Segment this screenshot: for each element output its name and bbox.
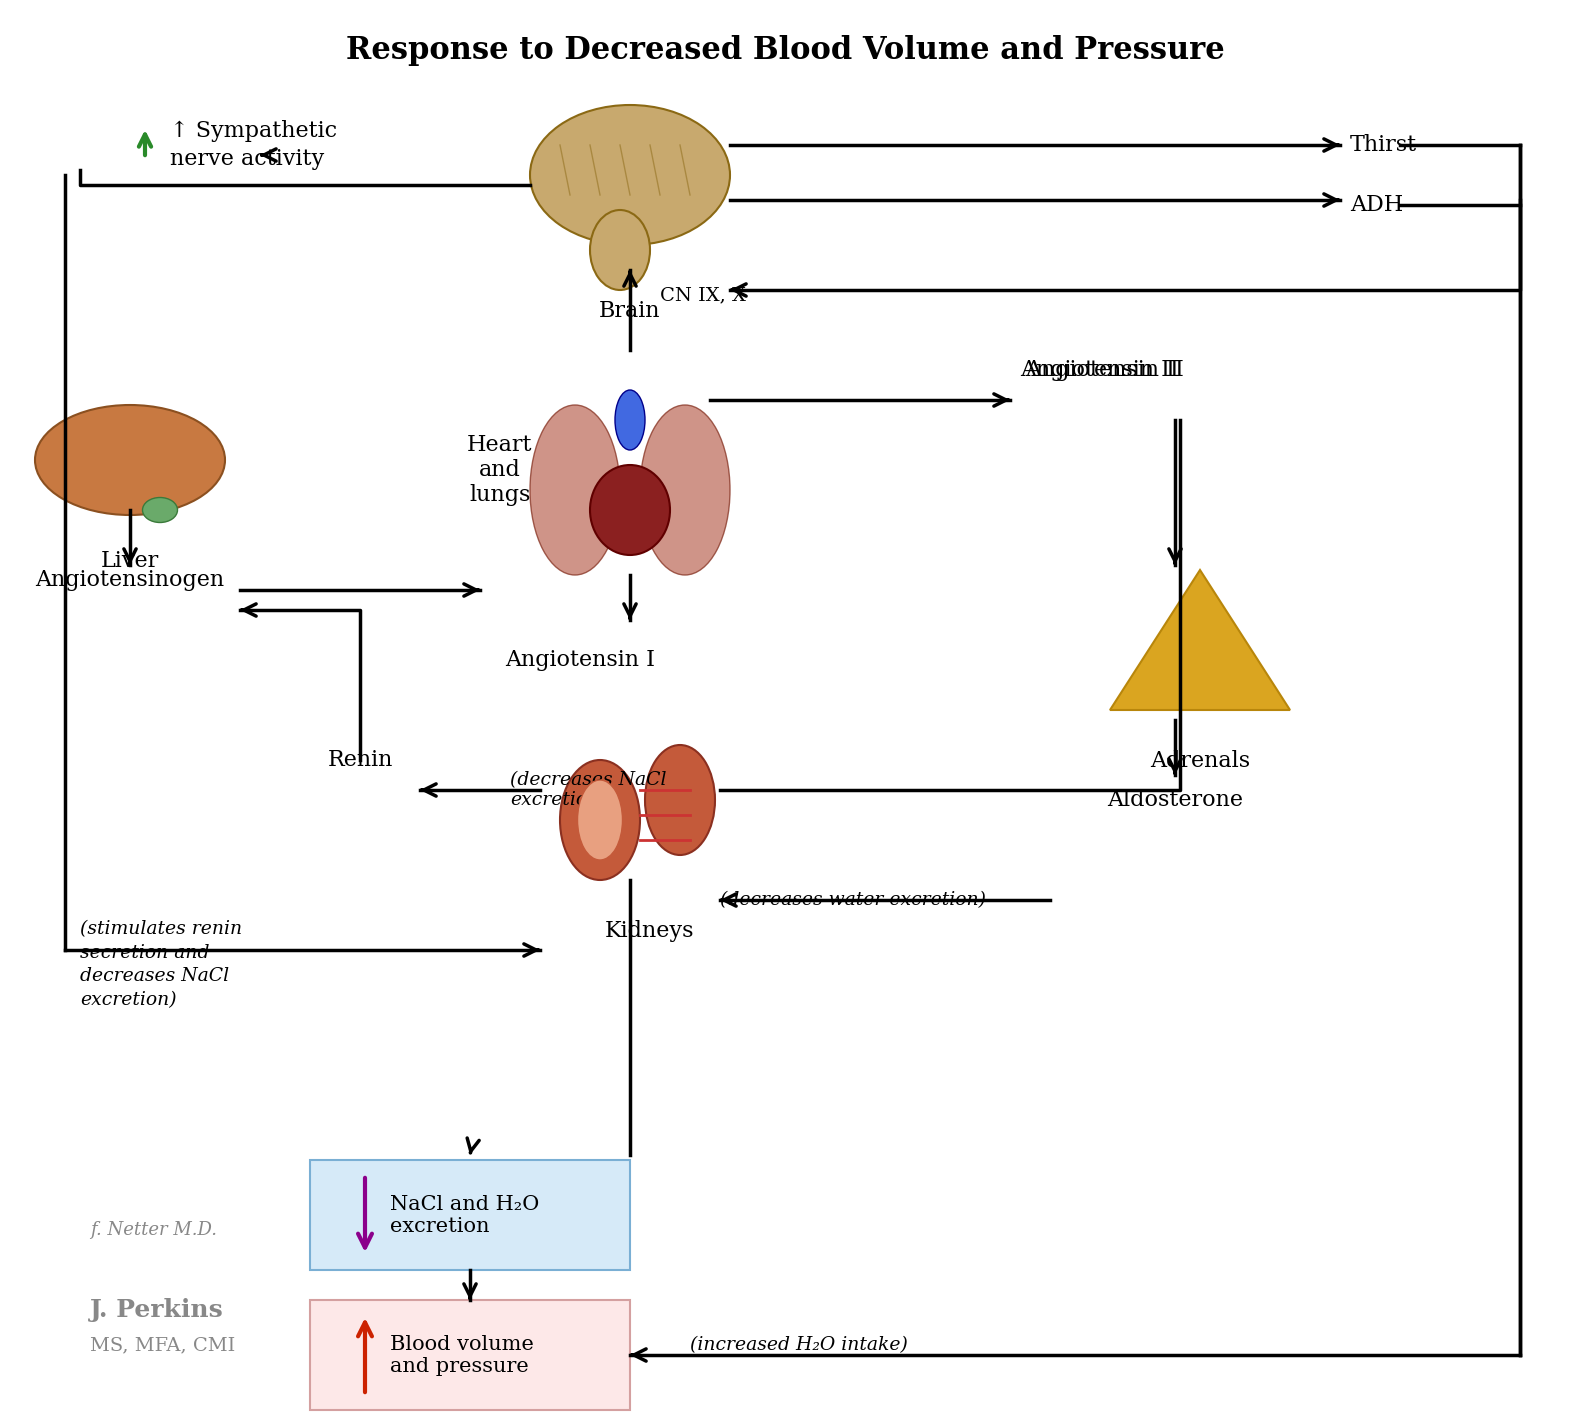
Text: ↑ Sympathetic
nerve activity: ↑ Sympathetic nerve activity	[170, 121, 338, 170]
Text: Blood volume
and pressure: Blood volume and pressure	[389, 1334, 534, 1375]
Text: (decreases NaCl
excretion): (decreases NaCl excretion)	[510, 770, 667, 810]
Text: Angiotensinogen: Angiotensinogen	[36, 569, 225, 591]
Text: (stimulates renin
secretion and
decreases NaCl
excretion): (stimulates renin secretion and decrease…	[80, 920, 242, 1008]
Text: NaCl and H₂O
excretion: NaCl and H₂O excretion	[389, 1194, 539, 1235]
Ellipse shape	[143, 498, 177, 522]
Text: (increased H₂O intake): (increased H₂O intake)	[689, 1336, 907, 1354]
Ellipse shape	[578, 780, 622, 859]
FancyBboxPatch shape	[309, 1160, 630, 1271]
Ellipse shape	[590, 210, 650, 291]
Text: Aldosterone: Aldosterone	[1107, 788, 1243, 811]
Text: MS, MFA, CMI: MS, MFA, CMI	[89, 1336, 236, 1354]
FancyBboxPatch shape	[309, 1300, 630, 1409]
Text: Liver: Liver	[100, 550, 159, 571]
Text: f. Netter M.D.: f. Netter M.D.	[89, 1221, 217, 1239]
Text: ADH: ADH	[1350, 194, 1404, 216]
Text: Angiotensin II: Angiotensin II	[1020, 359, 1179, 381]
Ellipse shape	[645, 744, 714, 855]
Ellipse shape	[531, 406, 620, 576]
Ellipse shape	[590, 465, 670, 554]
Text: (decreases water excretion): (decreases water excretion)	[721, 891, 986, 909]
Text: CN IX, X: CN IX, X	[659, 286, 746, 303]
Text: Kidneys: Kidneys	[606, 920, 696, 942]
Polygon shape	[1110, 570, 1291, 710]
Ellipse shape	[615, 390, 645, 450]
Text: Angiotensin I: Angiotensin I	[506, 649, 655, 671]
Text: Angiotensin II: Angiotensin II	[1025, 359, 1184, 381]
Text: Brain: Brain	[600, 301, 661, 322]
Ellipse shape	[641, 406, 730, 576]
Text: Adrenals: Adrenals	[1149, 750, 1250, 771]
Ellipse shape	[531, 105, 730, 245]
Text: Heart
and
lungs: Heart and lungs	[468, 434, 532, 506]
Ellipse shape	[35, 406, 225, 515]
Text: J. Perkins: J. Perkins	[89, 1297, 225, 1322]
Ellipse shape	[560, 760, 641, 881]
Text: Response to Decreased Blood Volume and Pressure: Response to Decreased Blood Volume and P…	[345, 35, 1225, 67]
Text: Thirst: Thirst	[1350, 133, 1418, 156]
Text: Renin: Renin	[327, 749, 392, 771]
